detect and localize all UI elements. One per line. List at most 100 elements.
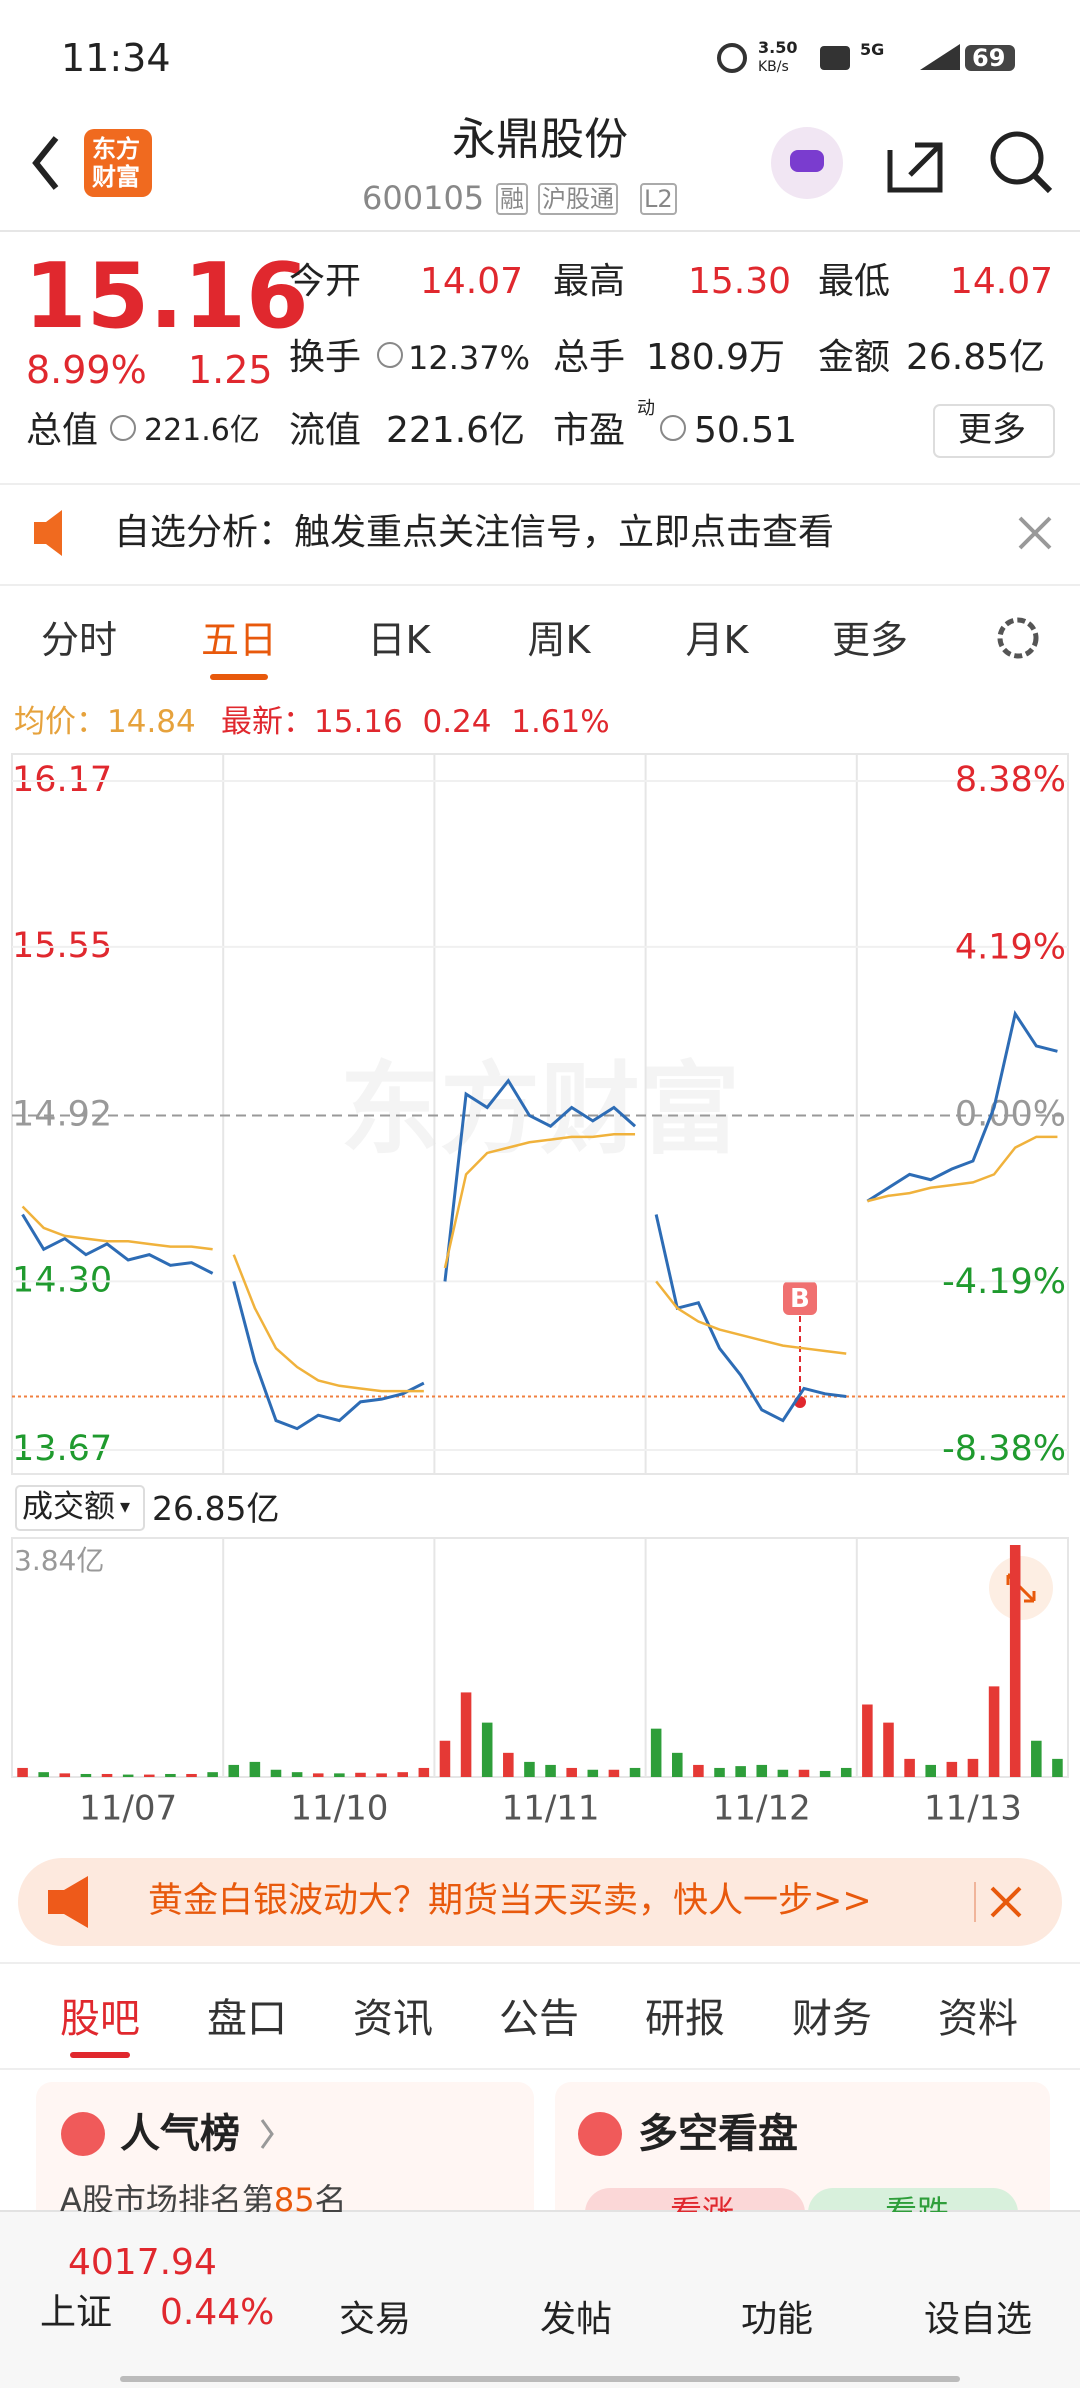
info-icon[interactable] [110,415,136,441]
field-value: 221.6亿 [144,413,260,448]
badge: 沪股通 [538,183,618,215]
ad-banner[interactable] [18,1858,1062,1946]
wifi-icon [920,44,960,70]
more-text[interactable]: 更多 [958,410,1026,450]
search-icon[interactable] [990,131,1044,185]
index-value[interactable]: 4017.94 [68,2242,217,2283]
badge: L2 [640,183,677,215]
more-button[interactable] [933,404,1055,458]
last-change-pct: 1.61% [511,704,610,740]
signal-dot [794,1396,806,1408]
volume-selector[interactable] [15,1485,145,1531]
field-value: 26.85亿 [906,337,1046,378]
search-handle [1031,172,1053,194]
info-icon[interactable] [377,342,403,368]
chart-tab[interactable]: 月K [685,618,749,662]
card-icon [61,2112,105,2156]
signal-label: B [790,1284,810,1314]
field-label: 总手 [553,337,626,378]
alarm-icon [717,43,747,73]
notice[interactable]: 自选分析：触发重点关注信号，立即点击查看 [114,512,835,553]
index-name[interactable]: 上证 [40,2292,113,2333]
card-title: 多空看盘 [638,2111,798,2157]
logo[interactable] [84,129,152,197]
time: 11:34 [61,36,171,80]
chevron [260,2119,274,2149]
dropdown-arrow: ▾ [120,1494,131,1518]
change: 1.25 [188,348,273,392]
card-title: 人气榜 [120,2111,240,2157]
rank: 85 [273,2181,315,2219]
info-icon[interactable] [660,415,686,441]
section-tab[interactable]: 股吧 [60,1996,140,2042]
change-pct: 8.99% [26,348,147,392]
field-value: 221.6亿 [386,410,526,451]
last-value: 15.16 [314,704,403,740]
chart-tab[interactable]: 五日 [200,618,278,662]
volume-total: 26.85亿 [152,1489,280,1528]
card-icon [578,2112,622,2156]
logo-text: 财富 [92,163,140,191]
chart-tab[interactable]: 周K [527,618,591,662]
battery-icon [965,45,1015,71]
rank-text: A股市场排名第 [60,2181,274,2219]
avg-legend: 均价：14.84 [14,707,196,738]
field-label: 最低 [818,261,891,302]
field-value: 180.9万 [646,337,786,378]
last-legend: 最新：15.16 0.24 1.61% [221,707,610,738]
share-icon[interactable] [887,142,943,193]
volume-frame [11,1537,1069,1778]
tab-underline [70,2052,130,2058]
section-tab[interactable]: 资讯 [353,1996,433,2042]
nav-item[interactable]: 发帖 [539,2299,613,2340]
chart-frame [11,753,1069,1475]
field-label: 流值 [289,410,362,451]
chart-tab[interactable]: 更多 [831,618,909,662]
last-label: 最新： [221,704,314,740]
field-label: 最高 [553,261,626,302]
rank-suffix: 名 [314,2181,347,2219]
close-icon[interactable] [1018,516,1052,550]
divider [0,1962,1080,1964]
field-label: 今开 [289,261,362,302]
field-value: 15.30 [688,261,792,302]
price: 15.16 [24,244,309,349]
section-tab[interactable]: 研报 [645,1996,725,2042]
field-value: 50.51 [694,410,798,451]
field-value: 12.37% [408,339,531,377]
nav-item[interactable]: 设自选 [923,2299,1033,2340]
field-sup: 动 [637,398,655,419]
section-tab[interactable]: 资料 [938,1996,1018,2042]
speed: 3.50 [758,38,798,57]
stock-title: 永鼎股份 [452,114,628,165]
ad-text[interactable]: 黄金白银波动大？期货当天买卖，快人一步>> [148,1881,872,1921]
divider [0,2068,1080,2070]
gesture-bar [120,2376,960,2382]
nav-item[interactable]: 交易 [338,2299,412,2340]
robot-face [790,150,824,172]
field-label: 金额 [818,337,891,378]
settings-icon[interactable] [997,617,1039,659]
volume-label: 成交额 [22,1489,115,1525]
section-tab[interactable]: 盘口 [207,1996,287,2042]
section-tab[interactable]: 财务 [792,1996,872,2042]
field-label: 市盈 [553,410,626,451]
back-icon[interactable] [32,136,59,190]
badge: 融 [496,183,528,215]
avg-value: 14.84 [107,704,196,740]
field-value: 14.07 [950,261,1054,302]
field-label: 换手 [289,337,362,378]
avg-label: 均价： [14,704,107,740]
speaker-icon [34,510,62,556]
chart-tab[interactable]: 日K [367,618,431,662]
card-text: A股市场排名第85名 [60,2184,347,2216]
nav-cover [0,2212,1080,2372]
nav-item[interactable]: 功能 [740,2299,814,2340]
speed-unit: KB/s [758,59,789,75]
chart-tab[interactable]: 分时 [40,618,118,662]
section-tab[interactable]: 公告 [499,1996,579,2042]
ad-close[interactable] [990,1886,1022,1918]
index-change[interactable]: 0.44% [160,2292,275,2333]
